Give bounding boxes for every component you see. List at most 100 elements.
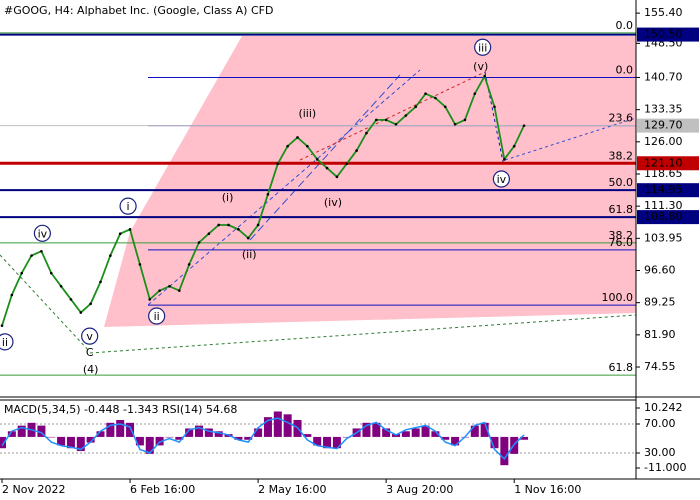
price-point <box>375 118 378 122</box>
y-tick-label: 74.55 <box>644 360 676 373</box>
fib-label: 76.0 <box>609 236 634 249</box>
macd-bar <box>500 436 509 466</box>
price-point <box>207 232 211 236</box>
price-point <box>256 223 260 227</box>
indicator-title: MACD(5,34,5) -0.448 -1.343 RSI(14) 54.68 <box>4 403 237 416</box>
x-tick-label: 2 May 16:00 <box>258 483 326 496</box>
wave-label: (ii) <box>242 248 257 261</box>
price-box <box>637 210 699 225</box>
price-point <box>138 263 142 266</box>
price-point <box>414 105 418 109</box>
price-box-label: 150.50 <box>644 28 683 41</box>
macd-bar <box>165 436 174 438</box>
macd-bar <box>106 422 115 437</box>
price-box <box>637 183 699 198</box>
price-point <box>503 158 506 161</box>
macd-bar <box>431 431 440 437</box>
macd-bar <box>332 436 341 449</box>
y-tick-label: 111.30 <box>644 199 683 212</box>
price-point <box>168 284 171 288</box>
chart-title: #GOOG, H4: Alphabet Inc. (Google, Class … <box>4 4 273 17</box>
price-point <box>30 254 33 257</box>
wave-label: v <box>86 330 93 343</box>
wave-label: (i) <box>222 191 234 204</box>
macd-bar <box>135 436 144 446</box>
price-point <box>197 241 201 244</box>
macd-bar <box>37 425 46 437</box>
macd-bar <box>244 436 253 440</box>
macd-bar <box>76 436 85 452</box>
rsi-line <box>1 417 525 460</box>
price-point <box>276 162 280 166</box>
macd-bar <box>303 434 312 437</box>
price-point <box>79 311 83 314</box>
price-point <box>237 228 240 231</box>
wave-circle <box>148 307 166 325</box>
price-box <box>637 118 699 133</box>
macd-bar <box>96 431 105 437</box>
y2-tick-label: 70.00 <box>644 417 676 430</box>
fib-label: 23.6 <box>609 112 634 125</box>
price-point <box>463 118 467 122</box>
macd-bar <box>47 436 56 438</box>
macd-bar <box>66 436 75 449</box>
price-point <box>69 298 73 301</box>
price-point <box>266 193 270 196</box>
wave-label: i <box>127 200 130 213</box>
price-point <box>148 298 152 301</box>
main-panel: 0.0 38.2 61.8 0.0 23.6 38.2 50.0 61.8 76.0 100.0 <box>0 19 636 376</box>
wave-label: (v) <box>473 60 488 73</box>
price-point <box>365 131 368 135</box>
macd-bar <box>254 428 263 437</box>
price-point <box>128 228 132 231</box>
wave-label: iv <box>497 173 507 186</box>
macd-bar <box>7 431 16 437</box>
price-point <box>109 254 112 257</box>
macd-bar <box>401 431 410 437</box>
macd-bar <box>273 411 282 437</box>
price-point <box>453 123 457 126</box>
macd-bar <box>490 436 499 449</box>
y-tick-label: 126.00 <box>644 135 683 148</box>
macd-bar <box>0 436 6 449</box>
price-point <box>345 162 349 166</box>
price-point <box>40 249 43 253</box>
channel <box>104 36 636 327</box>
macd-bar <box>263 417 272 437</box>
macd-bar <box>175 436 184 440</box>
price-point <box>286 144 289 148</box>
price-point <box>512 144 516 148</box>
macd-bar <box>126 422 135 437</box>
x-tick-label: 6 Feb 16:00 <box>130 483 195 496</box>
macd-bar <box>204 428 213 437</box>
wave-label: ii <box>2 336 8 349</box>
wave-circle <box>33 224 51 242</box>
wave-line <box>299 71 486 161</box>
wave-label: C <box>86 346 94 359</box>
macd-bar <box>283 414 292 437</box>
price-point <box>473 92 477 95</box>
price-point <box>493 105 496 109</box>
macd-bar <box>480 422 489 437</box>
wave-label: (iv) <box>324 196 342 209</box>
wave-circle <box>492 170 510 188</box>
price-point <box>296 136 299 139</box>
wave-label: ii <box>154 310 160 323</box>
y-tick-label: 103.95 <box>644 231 683 244</box>
price-point <box>404 114 408 117</box>
x-tick-label: 3 Aug 20:00 <box>386 483 453 496</box>
price-box-label: 114.95 <box>644 183 683 196</box>
wave-line <box>504 117 637 161</box>
macd-bar <box>185 428 194 437</box>
wave-circle <box>81 327 99 345</box>
y-tick-label: -11.000 <box>644 461 686 474</box>
fib-label: 100.0 <box>602 291 634 304</box>
wave-line <box>249 74 401 241</box>
price-point <box>325 166 329 170</box>
fib-label: 61.8 <box>609 361 634 374</box>
price-point <box>483 74 486 78</box>
price-point <box>178 289 181 292</box>
y-tick-label: 133.35 <box>644 103 683 116</box>
y-tick-label: 89.25 <box>644 296 676 309</box>
